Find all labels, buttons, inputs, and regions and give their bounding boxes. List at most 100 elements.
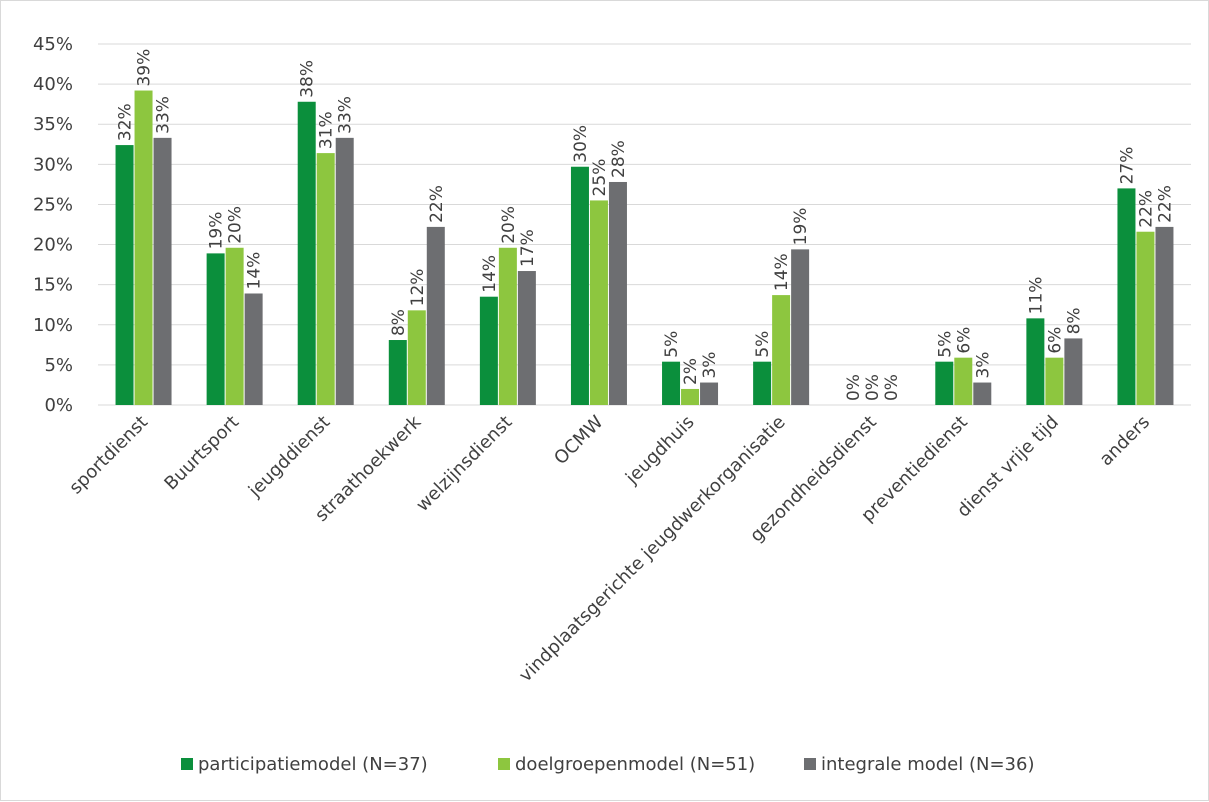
data-label: 22%	[1136, 190, 1156, 228]
x-category-label: anders	[1096, 412, 1154, 470]
y-tick-label: 5%	[44, 355, 73, 376]
y-axis-ticks: 0% 5% 10% 15% 20% 25% 30% 35% 40% 45%	[33, 34, 73, 416]
y-tick-label: 35%	[33, 114, 73, 135]
bar	[388, 340, 407, 405]
y-tick-label: 20%	[33, 235, 73, 256]
legend-swatch	[804, 758, 816, 770]
data-labels: 32%39%33%19% 20%14%38%31% 33%8%12%22%14%20…	[116, 49, 1176, 401]
data-label: 3%	[973, 352, 993, 379]
legend-label: integrale model (N=36)	[821, 754, 1034, 775]
data-label: 22%	[1155, 185, 1175, 223]
bar	[316, 153, 335, 405]
bar	[206, 253, 225, 405]
gridlines	[98, 43, 1191, 406]
x-axis-categories: sportdienst Buurtsport jeugddienststraatho…	[65, 411, 1154, 686]
data-label: 5%	[662, 331, 682, 358]
y-tick-label: 0%	[44, 395, 73, 416]
bar	[297, 101, 316, 405]
bar	[1064, 338, 1083, 405]
data-label: 11%	[1026, 277, 1046, 315]
legend-label: doelgroepenmodel (N=51)	[515, 754, 755, 775]
data-label: 33%	[336, 96, 356, 134]
y-tick-label: 40%	[33, 74, 73, 95]
bar	[570, 166, 589, 405]
legend: participatiemodel (N=37) doelgroepenmodel…	[181, 754, 1034, 775]
data-label: 28%	[609, 140, 629, 178]
x-category-label: jeugddienst	[244, 412, 334, 502]
data-label: 30%	[571, 125, 591, 163]
y-tick-label: 15%	[33, 275, 73, 296]
data-label: 0%	[863, 374, 883, 401]
x-category-label: jeugdhuis	[621, 412, 698, 489]
data-label: 19%	[207, 212, 227, 250]
y-tick-label: 10%	[33, 315, 73, 336]
bar	[791, 249, 810, 405]
bar	[753, 361, 772, 405]
bar	[935, 361, 954, 405]
legend-swatch	[181, 758, 193, 770]
bar	[244, 293, 263, 405]
data-label: 31%	[317, 111, 337, 149]
bar	[479, 296, 498, 405]
data-label: 2%	[681, 358, 701, 385]
bar	[1155, 226, 1174, 405]
bar	[608, 181, 627, 405]
bar	[134, 90, 153, 405]
data-label: 17%	[518, 229, 538, 267]
x-category-label: OCMW	[550, 412, 607, 469]
data-label: 5%	[753, 331, 773, 358]
data-label: 5%	[935, 331, 955, 358]
data-label: 32%	[116, 103, 136, 141]
bar	[1117, 188, 1136, 405]
data-label: 39%	[135, 49, 155, 87]
bar	[115, 145, 134, 405]
data-label: 8%	[389, 309, 409, 336]
data-label: 14%	[245, 252, 265, 290]
data-label: 0%	[882, 374, 902, 401]
data-label: 20%	[226, 206, 246, 244]
data-label: 25%	[590, 159, 610, 197]
x-category-label: sportdienst	[65, 412, 152, 499]
bar	[407, 310, 426, 405]
bar	[498, 247, 517, 405]
bar	[700, 382, 719, 405]
data-label: 33%	[154, 96, 174, 134]
bars	[115, 90, 1174, 406]
data-label: 12%	[408, 269, 428, 307]
data-label: 6%	[954, 327, 974, 354]
bar	[1136, 231, 1155, 405]
y-tick-label: 45%	[33, 34, 73, 55]
x-category-label: Buurtsport	[160, 412, 243, 495]
legend-label: participatiemodel (N=37)	[198, 754, 428, 775]
bar	[1045, 357, 1064, 405]
bar	[225, 247, 244, 405]
data-label: 27%	[1117, 147, 1137, 185]
data-label: 8%	[1064, 307, 1084, 334]
bar	[153, 137, 172, 406]
bar	[335, 137, 354, 406]
bar	[1026, 318, 1045, 405]
bar	[589, 200, 608, 405]
bar	[517, 271, 536, 405]
data-label: 3%	[700, 352, 720, 379]
data-label: 19%	[791, 208, 811, 246]
bar	[662, 361, 681, 405]
data-label: 14%	[480, 255, 500, 293]
data-label: 22%	[427, 185, 447, 223]
data-label: 0%	[844, 374, 864, 401]
data-label: 20%	[499, 206, 519, 244]
bar	[426, 226, 445, 405]
bar	[954, 357, 973, 405]
data-label: 6%	[1045, 327, 1065, 354]
bar	[772, 295, 791, 405]
x-category-label: welzijnsdienst	[412, 412, 516, 516]
bar	[973, 382, 992, 405]
y-tick-label: 30%	[33, 154, 73, 175]
legend-swatch	[498, 758, 510, 770]
data-label: 14%	[772, 253, 792, 291]
y-tick-label: 25%	[33, 194, 73, 215]
data-label: 38%	[298, 60, 318, 98]
bar	[681, 388, 700, 405]
